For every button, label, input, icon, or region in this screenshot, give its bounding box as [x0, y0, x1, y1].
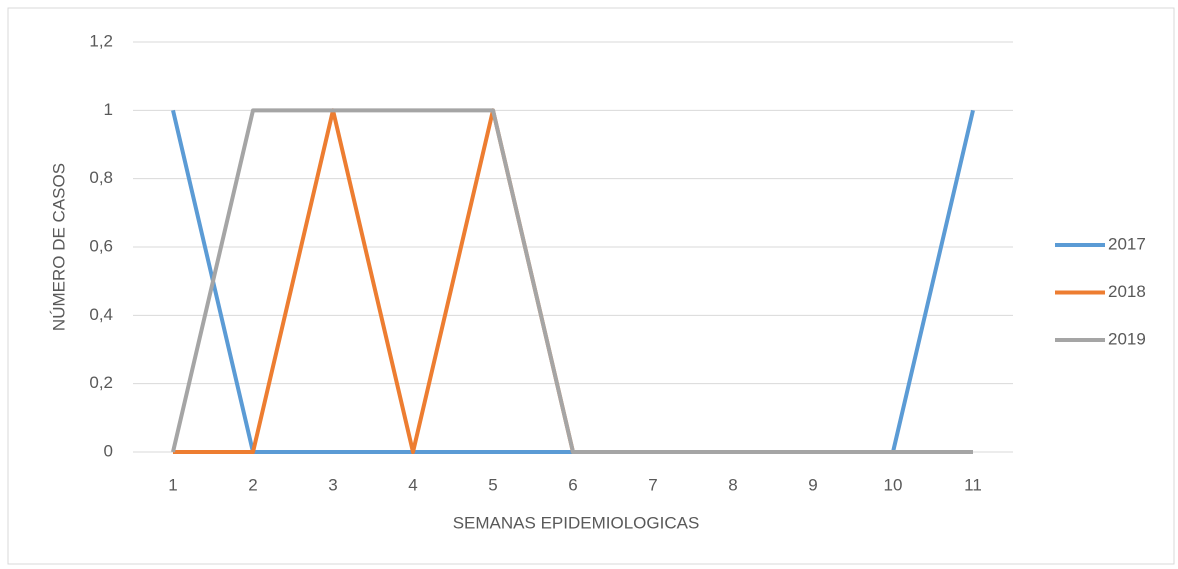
y-axis-label: NÚMERO DE CASOS — [49, 163, 68, 331]
y-tick-label: 0,8 — [89, 168, 113, 187]
x-tick-label: 6 — [568, 475, 577, 494]
x-tick-label: 8 — [728, 475, 737, 494]
x-tick-label: 11 — [964, 475, 982, 494]
chart-border — [7, 7, 1175, 565]
x-tick-label: 2 — [248, 475, 257, 494]
y-tick-label: 1,2 — [89, 31, 113, 50]
y-tick-label: 0 — [104, 441, 113, 460]
y-tick-label: 0,2 — [89, 373, 113, 392]
x-tick-label: 9 — [808, 475, 817, 494]
x-tick-label: 7 — [648, 475, 657, 494]
x-axis-label: SEMANAS EPIDEMIOLOGICAS — [453, 513, 700, 532]
x-tick-label: 5 — [488, 475, 497, 494]
x-tick-label: 10 — [884, 475, 903, 494]
x-tick-label: 4 — [408, 475, 417, 494]
y-tick-label: 1 — [104, 100, 113, 119]
y-tick-label: 0,6 — [89, 236, 113, 255]
legend-label: 2019 — [1108, 329, 1146, 348]
x-tick-label: 3 — [328, 475, 337, 494]
y-tick-label: 0,4 — [89, 305, 113, 324]
legend-label: 2017 — [1108, 234, 1146, 253]
series-line — [171, 108, 973, 454]
x-tick-label: 1 — [168, 475, 177, 494]
legend-label: 2018 — [1108, 282, 1146, 301]
